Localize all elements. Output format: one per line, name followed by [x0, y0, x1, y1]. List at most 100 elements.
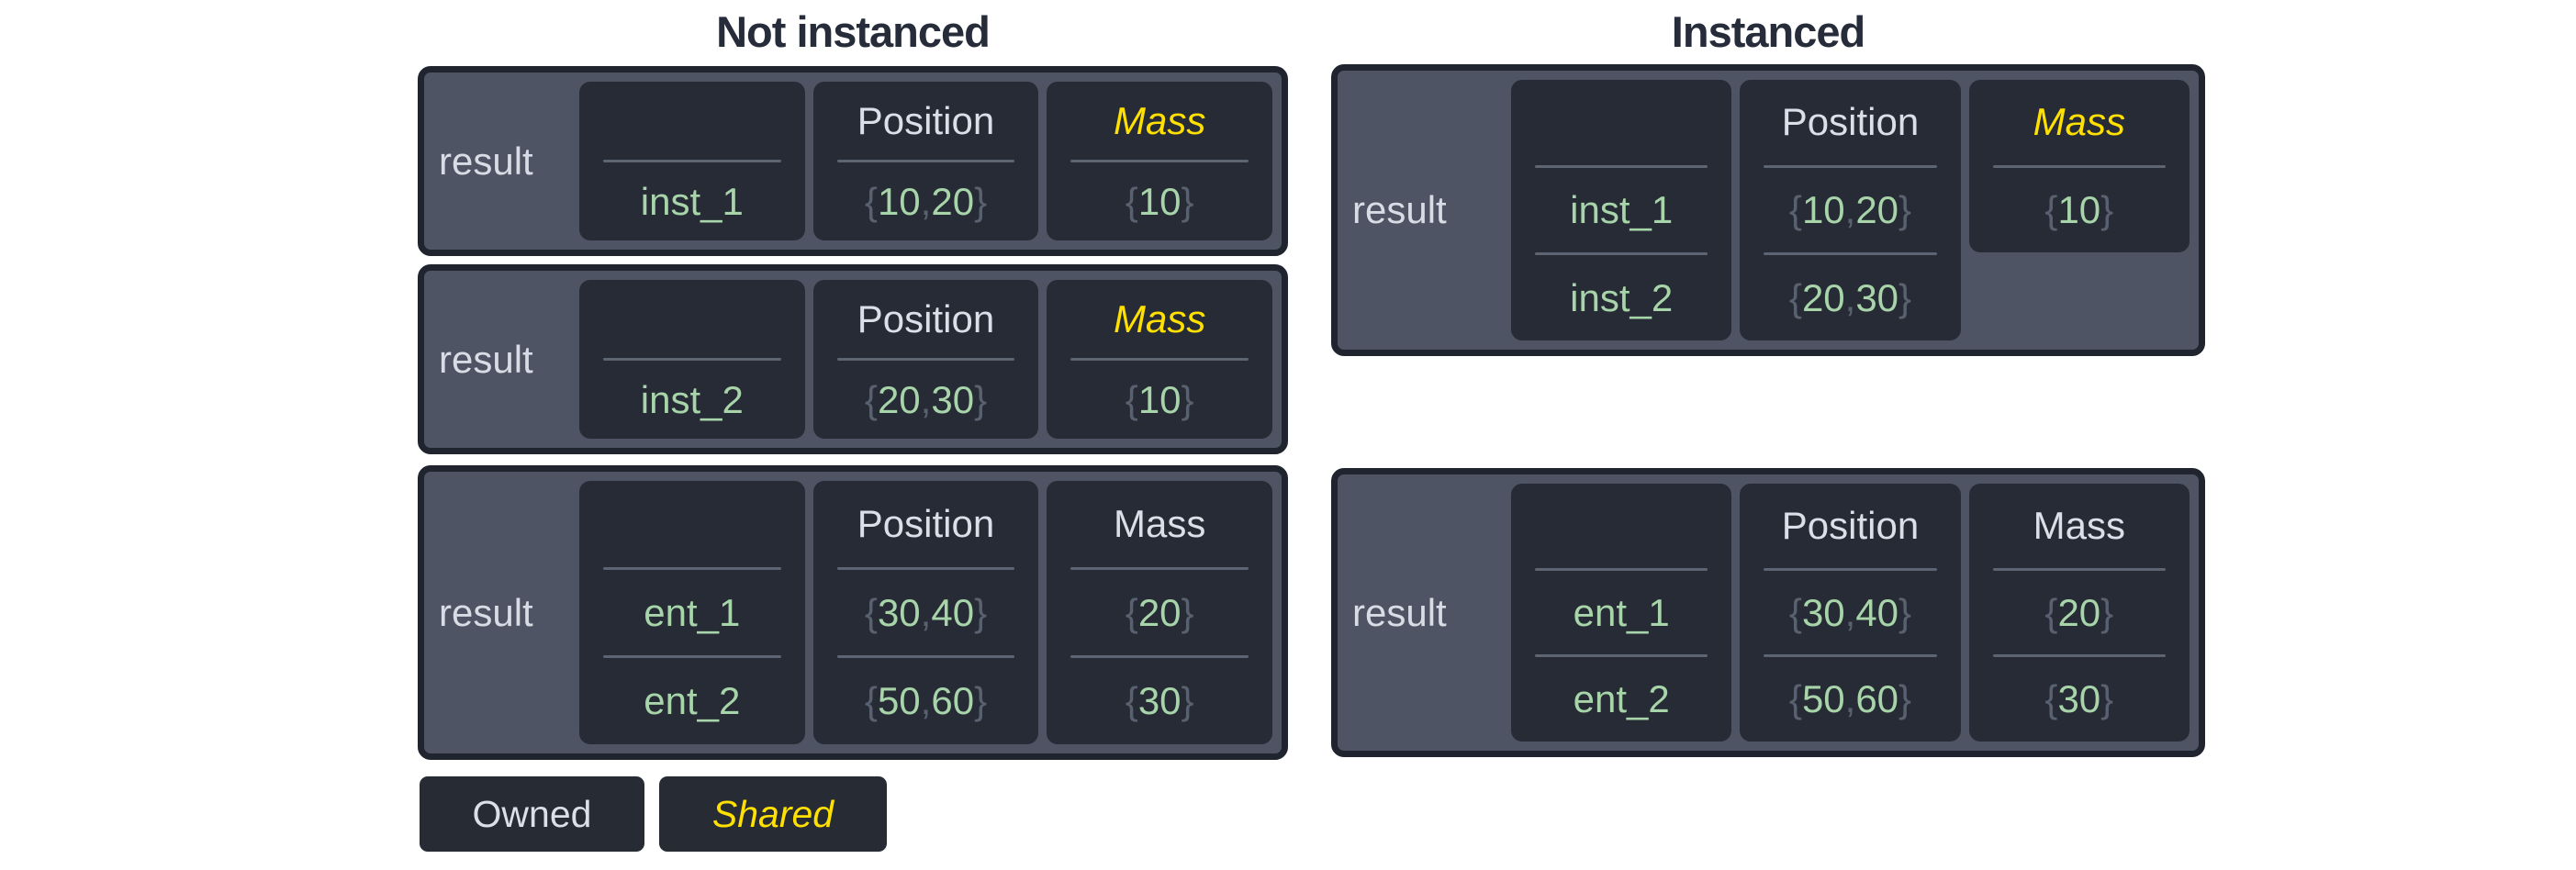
section-title-not-instanced: Not instanced — [716, 7, 991, 56]
row-divider — [836, 160, 1015, 162]
value-punctuation: { — [1788, 188, 1802, 231]
mass-header-owned: Mass — [1114, 501, 1206, 545]
mass-value: {30} — [2044, 677, 2114, 721]
row-divider — [1764, 164, 1937, 168]
position-header: Position — [1781, 100, 1920, 144]
entity-name: inst_1 — [640, 179, 744, 223]
value-punctuation: } — [974, 679, 988, 723]
row-divider — [836, 358, 1015, 361]
mass-value: {10} — [1125, 179, 1194, 223]
archetype-table-not-instanced-inst2: result inst_2 Position {20, 30} Mass {10… — [418, 264, 1288, 454]
entity-name: ent_2 — [1573, 677, 1670, 721]
value-punctuation: } — [1898, 275, 1912, 319]
value-punctuation: { — [2044, 677, 2058, 721]
row-divider — [836, 655, 1015, 659]
archetype-table-instanced-entities: result ent_1 ent_2 Position {30, 40} {50… — [1331, 468, 2205, 757]
row-divider — [1070, 160, 1249, 162]
value-punctuation: } — [974, 377, 988, 421]
result-label: result — [439, 590, 533, 634]
row-divider — [1535, 252, 1708, 256]
value-punctuation: } — [1181, 679, 1194, 723]
mass-value: {30} — [1125, 679, 1194, 723]
position-column: Position {20, 30} — [812, 280, 1039, 439]
entity-column: inst_1 — [579, 82, 805, 240]
mass-column: Mass {10} — [1047, 82, 1273, 240]
mass-column: Mass {20} {30} — [1968, 484, 2190, 742]
archetype-table-not-instanced-inst1: result inst_1 Position {10, 20} Mass {10… — [418, 66, 1288, 256]
value-punctuation: { — [1125, 590, 1138, 634]
position-column: Position {30, 40} {50, 60} — [812, 481, 1039, 744]
mass-header-owned: Mass — [2033, 503, 2125, 547]
value-punctuation: , — [920, 179, 932, 223]
value-punctuation: { — [1125, 179, 1138, 223]
entity-name: inst_2 — [1570, 275, 1674, 319]
row-divider — [1070, 358, 1249, 361]
value-punctuation: } — [974, 590, 988, 634]
position-column: Position {10, 20} {20, 30} — [1740, 80, 1961, 340]
value-punctuation: { — [864, 679, 878, 723]
value-punctuation: } — [974, 179, 988, 223]
mass-column-shared-single: Mass {10} — [1968, 80, 2190, 252]
mass-header-shared: Mass — [1114, 296, 1206, 340]
value-punctuation: } — [2100, 187, 2114, 231]
value-punctuation: { — [2044, 590, 2058, 634]
row-divider — [1764, 252, 1937, 256]
entity-column: inst_1 inst_2 — [1511, 80, 1732, 340]
row-divider — [836, 566, 1015, 570]
entity-column: ent_1 ent_2 — [1511, 484, 1732, 742]
value-punctuation: { — [1788, 590, 1802, 634]
entity-name: ent_1 — [644, 590, 741, 634]
position-column: Position {30, 40} {50, 60} — [1740, 484, 1961, 742]
result-label: result — [439, 139, 533, 183]
row-divider — [1535, 654, 1708, 658]
row-divider — [1764, 654, 1937, 658]
entity-column: ent_1 ent_2 — [579, 481, 805, 744]
row-divider — [603, 566, 781, 570]
value-punctuation: , — [1844, 188, 1856, 231]
position-value: {10, 20} — [1788, 188, 1912, 231]
legend-chip-shared: Shared — [659, 776, 887, 852]
value-punctuation: , — [920, 377, 932, 421]
value-punctuation: { — [1125, 679, 1138, 723]
row-divider — [1070, 566, 1249, 570]
value-punctuation: } — [1181, 590, 1194, 634]
value-punctuation: , — [1844, 275, 1856, 319]
value-punctuation: , — [920, 590, 932, 634]
value-punctuation: { — [2044, 187, 2058, 231]
position-value: {50, 60} — [1788, 677, 1912, 721]
position-value: {10, 20} — [864, 179, 988, 223]
entity-header-blank — [1511, 80, 1731, 165]
entity-name: ent_2 — [644, 679, 741, 723]
position-value: {20, 30} — [1788, 275, 1912, 319]
mass-header-shared: Mass — [1114, 98, 1206, 142]
value-punctuation: { — [1125, 377, 1138, 421]
value-punctuation: } — [1181, 377, 1194, 421]
entity-header-blank — [579, 280, 805, 358]
value-punctuation: } — [1181, 179, 1194, 223]
row-divider — [603, 358, 781, 361]
position-header: Position — [857, 501, 995, 545]
archetype-table-instanced-insts: result inst_1 inst_2 Position {10, 20} {… — [1331, 64, 2205, 356]
row-divider — [603, 160, 781, 162]
legend: Owned Shared — [420, 776, 887, 852]
entity-header-blank — [579, 481, 805, 567]
value-punctuation: } — [1898, 590, 1912, 634]
position-value: {20, 30} — [864, 377, 988, 421]
result-label: result — [439, 337, 533, 381]
value-punctuation: , — [1844, 590, 1856, 634]
legend-chip-owned: Owned — [420, 776, 644, 852]
row-divider — [1992, 164, 2166, 168]
value-punctuation: { — [1788, 677, 1802, 721]
value-punctuation: { — [1788, 275, 1802, 319]
value-punctuation: } — [1898, 188, 1912, 231]
row-divider — [1535, 164, 1708, 168]
row-divider — [603, 655, 781, 659]
position-header: Position — [857, 98, 995, 142]
value-punctuation: , — [920, 679, 932, 723]
archetype-table-not-instanced-entities: result ent_1 ent_2 Position {30, 40} {50… — [418, 465, 1288, 760]
value-punctuation: { — [864, 179, 878, 223]
entity-name: inst_2 — [640, 377, 744, 421]
position-header: Position — [1781, 503, 1920, 547]
entity-name: ent_1 — [1573, 590, 1670, 634]
